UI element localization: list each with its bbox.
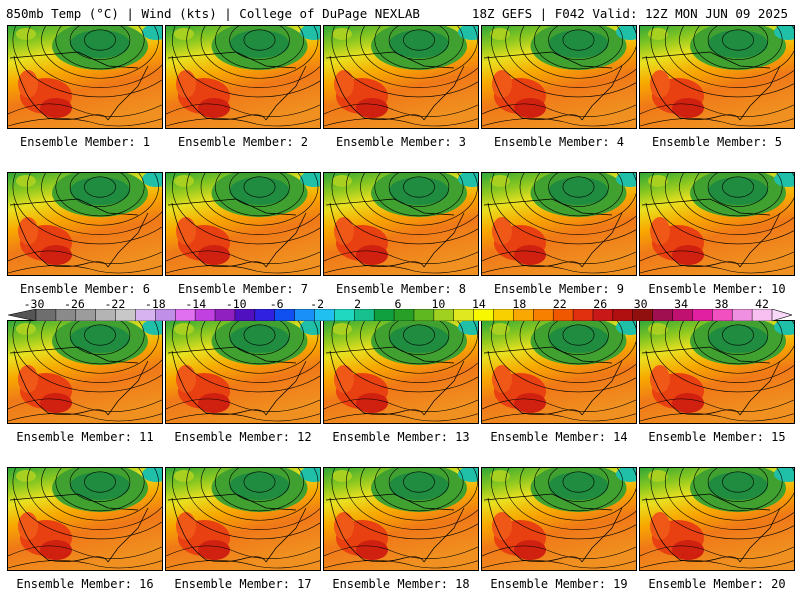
ensemble-map-1 <box>7 25 163 129</box>
ensemble-map-18 <box>323 467 479 571</box>
colorbar-tick-label: 42 <box>755 297 769 311</box>
colorbar-tick-label: -22 <box>104 297 126 311</box>
colorbar-tick-label: -10 <box>225 297 247 311</box>
colorbar-bin <box>373 309 395 321</box>
run-info: 18Z GEFS | F042 Valid: 12Z MON JUN 09 20… <box>471 6 788 21</box>
ensemble-member-label: Ensemble Member: 16 <box>16 577 154 591</box>
ensemble-member-label: Ensemble Member: 19 <box>490 577 628 591</box>
ensemble-map-10 <box>639 172 795 276</box>
ensemble-map-12 <box>165 320 321 424</box>
colorbar-tick-label: -6 <box>269 297 284 311</box>
ensemble-member-label: Ensemble Member: 5 <box>651 135 783 149</box>
ensemble-member-label: Ensemble Member: 2 <box>177 135 309 149</box>
ensemble-map-14 <box>481 320 637 424</box>
colorbar-tick-label: 34 <box>674 297 689 311</box>
colorbar-bin <box>533 309 554 321</box>
ensemble-member-label: Ensemble Member: 13 <box>332 430 470 444</box>
ensemble-map-2 <box>165 25 321 129</box>
chart-title: 850mb Temp (°C) | Wind (kts) | College o… <box>6 6 420 21</box>
ensemble-map-6 <box>7 172 163 276</box>
colorbar-bin <box>493 309 515 321</box>
colorbar-tick-label: -18 <box>144 297 166 311</box>
ensemble-map-4 <box>481 25 637 129</box>
colorbar-tick-label: 2 <box>354 297 362 311</box>
colorbar-bin <box>572 309 594 321</box>
ensemble-map-16 <box>7 467 163 571</box>
colorbar-bin <box>731 309 753 321</box>
ensemble-map-8 <box>323 172 479 276</box>
colorbar-arrow <box>771 309 792 321</box>
ensemble-member-label: Ensemble Member: 4 <box>493 135 625 149</box>
colorbar-bin <box>692 309 714 321</box>
ensemble-member-label: Ensemble Member: 12 <box>174 430 312 444</box>
ensemble-map-3 <box>323 25 479 129</box>
ensemble-member-label: Ensemble Member: 18 <box>332 577 470 591</box>
ensemble-map-17 <box>165 467 321 571</box>
colorbar-tick-label: 22 <box>552 297 567 311</box>
colorbar-tick-label: 38 <box>714 297 729 311</box>
colorbar-tick-label: 6 <box>394 297 402 311</box>
ensemble-member-label: Ensemble Member: 9 <box>493 282 625 296</box>
ensemble-member-label: Ensemble Member: 8 <box>335 282 467 296</box>
ensemble-member-label: Ensemble Member: 15 <box>648 430 786 444</box>
colorbar-bin <box>652 309 674 321</box>
ensemble-map-20 <box>639 467 795 571</box>
ensemble-map-19 <box>481 467 637 571</box>
ensemble-member-label: Ensemble Member: 6 <box>19 282 151 296</box>
colorbar-bin <box>612 309 634 321</box>
ensemble-map-9 <box>481 172 637 276</box>
ensemble-member-label: Ensemble Member: 11 <box>16 430 154 444</box>
colorbar-tick-label: -14 <box>185 297 207 311</box>
temperature-colorbar <box>8 309 792 321</box>
ensemble-member-label: Ensemble Member: 7 <box>177 282 309 296</box>
ensemble-member-label: Ensemble Member: 20 <box>648 577 786 591</box>
ensemble-member-label: Ensemble Member: 17 <box>174 577 312 591</box>
colorbar-tick-label: 30 <box>633 297 648 311</box>
colorbar-tick-label: 14 <box>471 297 486 311</box>
ensemble-map-11 <box>7 320 163 424</box>
colorbar-tick-label: 18 <box>512 297 527 311</box>
colorbar-bin <box>334 309 356 321</box>
colorbar-tick-label: -2 <box>310 297 325 311</box>
ensemble-map-5 <box>639 25 795 129</box>
ensemble-map-13 <box>323 320 479 424</box>
colorbar-tick-label: 26 <box>593 297 608 311</box>
ensemble-member-label: Ensemble Member: 10 <box>648 282 786 296</box>
colorbar-tick-label: -30 <box>23 297 45 311</box>
ensemble-map-7 <box>165 172 321 276</box>
ensemble-member-label: Ensemble Member: 14 <box>490 430 628 444</box>
colorbar-tick-label: -26 <box>64 297 85 311</box>
colorbar-tick-label: 10 <box>431 297 446 311</box>
ensemble-member-label: Ensemble Member: 3 <box>335 135 467 149</box>
ensemble-member-label: Ensemble Member: 1 <box>19 135 151 149</box>
ensemble-map-15 <box>639 320 795 424</box>
